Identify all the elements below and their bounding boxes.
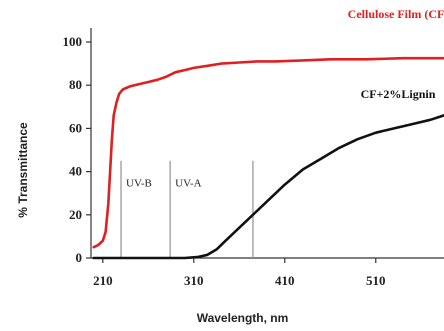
x-tick-label: 510 — [366, 273, 386, 288]
y-tick-label: 80 — [69, 77, 82, 92]
uv-region-label: UV-A — [175, 178, 202, 190]
series-lines — [92, 56, 444, 260]
y-tick-label: 40 — [69, 164, 82, 179]
series-label: Cellulose Film (CF) — [348, 7, 444, 21]
uv-region-markers: UV-B UV-A — [120, 160, 254, 258]
y-tick-label: 60 — [69, 120, 82, 135]
y-tick-label: 20 — [69, 207, 82, 222]
x-tick-label: 210 — [93, 273, 113, 288]
y-tick-label: 100 — [63, 34, 83, 49]
x-axis-title: Wavelength, nm — [197, 311, 289, 325]
series-line — [92, 56, 444, 249]
uv-region-label: UV-B — [126, 178, 152, 190]
y-axis: 0 20 40 60 80 100 — [63, 28, 92, 265]
y-axis-title: % Transmittance — [16, 122, 30, 218]
y-tick-label: 0 — [76, 250, 83, 265]
series-line — [92, 114, 444, 260]
x-tick-label: 310 — [184, 273, 204, 288]
series-labels: Cellulose Film (CF) CF+2%Lignin — [348, 7, 444, 101]
x-axis: 210 310 410 510 — [91, 257, 444, 288]
series-label: CF+2%Lignin — [361, 87, 436, 101]
x-tick-label: 410 — [275, 273, 295, 288]
